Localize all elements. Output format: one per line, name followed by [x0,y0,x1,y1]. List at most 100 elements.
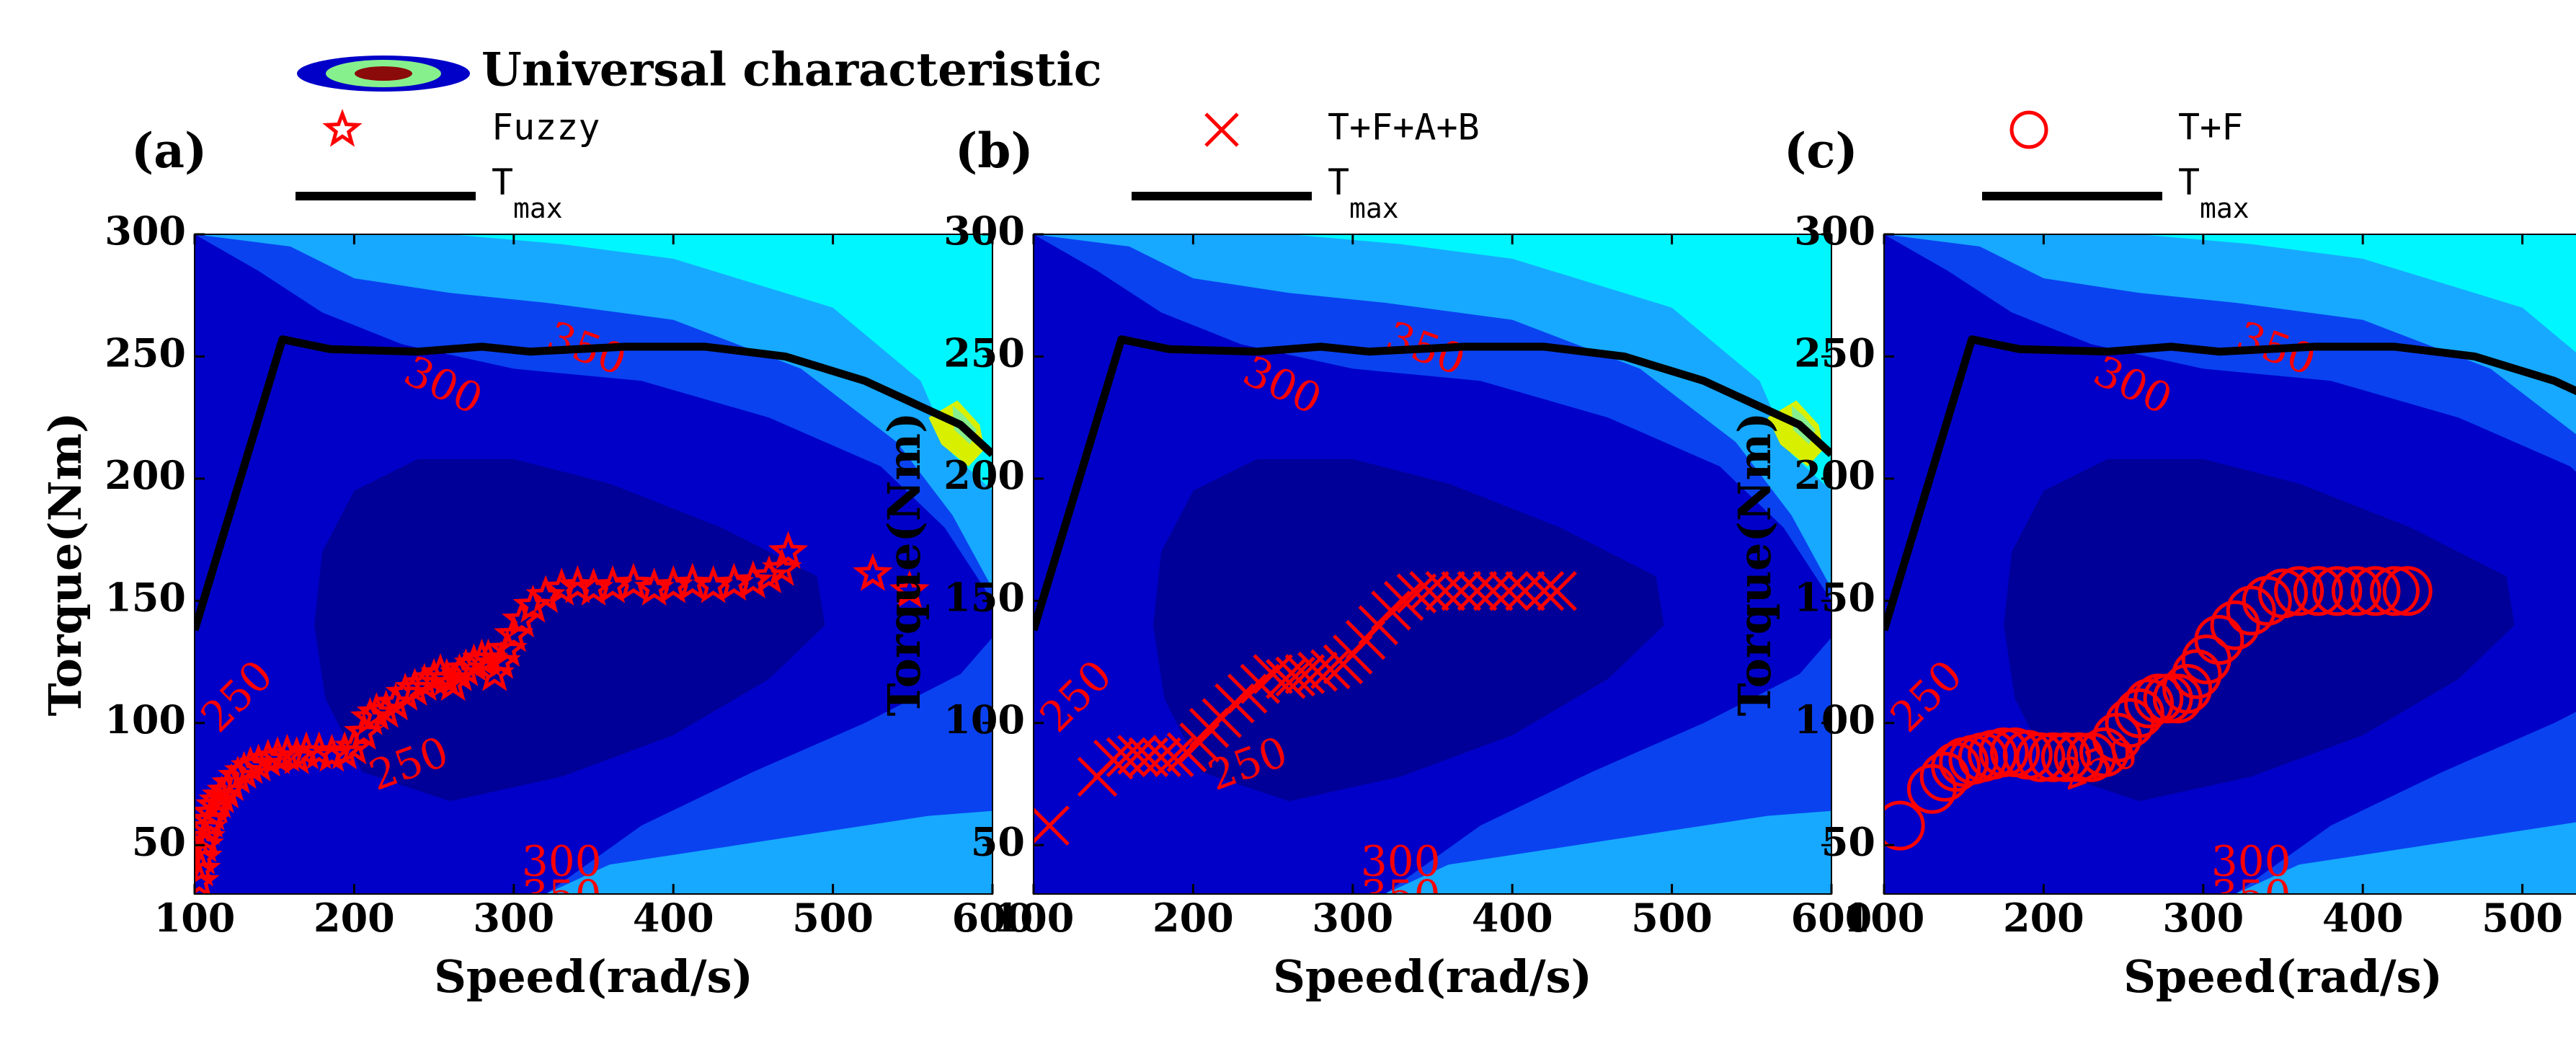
circle-marker [2028,732,2079,782]
universal-ellipse-inner [355,66,412,81]
x-axis-label: Speed(rad/s) [1273,950,1592,1003]
legend-tmax-subscript: max [513,192,563,224]
star-marker [768,531,809,570]
tmax-curve [1034,335,1831,632]
x-marker [1505,571,1545,611]
y-tick-label: 300 [105,208,186,254]
y-tick-label: 50 [132,818,186,864]
star-marker [541,567,582,606]
x-tick-label: 200 [1152,895,1234,941]
x-marker [1034,805,1070,846]
circle-marker [2382,566,2433,616]
contour-label: 300 [2211,836,2291,885]
star-marker [481,640,521,679]
star-marker [195,836,223,875]
y-tick-label: 250 [1794,330,1875,376]
y-tick-label: 100 [1794,696,1875,743]
y-axis-label: Torque(Nm) [878,412,931,717]
circle-marker [2350,566,2401,616]
y-tick-label: 150 [105,574,186,620]
y-tick-label: 200 [1794,452,1875,498]
x-tick-label: 100 [1844,895,1925,941]
legend-tmax-subscript: max [2200,192,2249,224]
y-tick-label: 50 [971,818,1025,864]
star-marker [311,733,352,772]
circle-marker [2015,732,2066,782]
y-tick-label: 300 [943,208,1025,254]
x-tick-label: 300 [473,895,554,941]
tmax-curve [1884,335,2576,632]
axes-frame [194,234,993,895]
universal-legend: Universal characteristic [297,43,1102,97]
x-tick-label: 100 [993,895,1075,941]
contour-band-darkest [314,459,825,802]
y-tick-label: 250 [105,330,186,376]
star-marker [613,562,654,601]
x-axis-label: Speed(rad/s) [2123,950,2443,1003]
x-marker [1310,649,1351,689]
panel-label: (a) [131,123,207,179]
x-tick-label: 400 [1472,895,1553,941]
circle-marker [2274,566,2324,616]
star-marker [195,848,221,887]
star-marker [889,570,930,608]
x-marker [1154,737,1194,777]
legend-marker-label: T+F [2178,107,2243,149]
contour-label: 300 [522,836,602,885]
circle-marker [2210,600,2260,650]
y-tick-label: 100 [943,696,1025,743]
y-axis-label: Torque(Nm) [39,412,92,717]
y-tick-label: 200 [105,452,186,498]
contour-band-lightblue-bottom [195,840,992,894]
legend-tmax-label: T [1328,161,1349,203]
contour-band-lightblue-bottom [1884,840,2576,894]
x-marker [1093,739,1134,780]
legend-marker-label: Fuzzy [492,107,600,149]
circle-marker [1978,727,2029,777]
star-marker [474,652,515,691]
x-marker [1537,571,1577,611]
star-marker [634,567,675,606]
x-tick-label: 400 [2322,895,2404,941]
x-tick-label: 500 [2482,895,2563,941]
contour-label: 350 [522,871,602,920]
x-marker [1141,737,1181,777]
y-tick-label: 200 [943,452,1025,498]
x-marker [1473,571,1514,611]
star-marker [733,560,773,598]
star-marker [573,567,614,606]
x-tick-label: 300 [1312,895,1393,941]
x-tick-label: 500 [792,895,874,941]
circle-marker [2293,566,2343,616]
y-tick-label: 250 [943,330,1025,376]
circle-marker [2194,615,2244,665]
y-tick-label: 150 [1794,574,1875,620]
circle-marker [2226,585,2276,636]
y-tick-label: 300 [1794,208,1875,254]
y-tick-label: 100 [105,696,186,743]
contour-label: 350 [2211,871,2291,920]
star-marker [714,562,755,601]
star-marker [653,565,693,603]
star-marker [502,599,542,637]
axes-frame [1033,234,1832,895]
star-marker [853,552,893,591]
x-marker [1489,571,1529,611]
x-marker [1297,651,1338,692]
x-marker [1457,571,1498,611]
circle-marker [2172,649,2222,699]
circle-marker [2331,566,2381,616]
circle-marker [2105,698,2155,748]
x-marker [1524,571,1565,611]
panel-label: (c) [1784,123,1858,179]
y-tick-label: 50 [1821,818,1875,864]
x-axis-label: Speed(rad/s) [434,950,753,1003]
x-tick-label: 600 [952,895,1034,941]
